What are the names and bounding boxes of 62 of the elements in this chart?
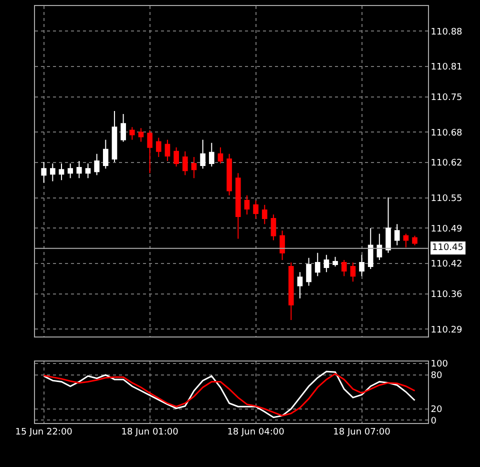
- candlestick: [341, 259, 347, 277]
- y-tick-label: 110.49: [430, 224, 463, 234]
- candlestick: [76, 160, 82, 179]
- y-tick-label: 0: [430, 416, 437, 426]
- y-tick-label: 110.55: [430, 194, 462, 204]
- candlestick: [50, 163, 56, 182]
- candlestick: [386, 196, 391, 254]
- candlestick: [58, 163, 64, 181]
- y-tick-label: 20: [430, 405, 443, 416]
- candlestick: [288, 262, 294, 321]
- y-tick-label: 110.62: [430, 158, 462, 169]
- candlestick: [129, 126, 135, 140]
- candlestick: [94, 153, 100, 176]
- candlestick: [350, 262, 356, 282]
- candlestick: [112, 110, 118, 162]
- candlestick: [200, 139, 206, 170]
- candlestick: [208, 142, 214, 168]
- x-tick-label: 18 Jun 04:00: [227, 428, 285, 438]
- candlestick: [68, 163, 73, 179]
- y-tick-label: 80: [430, 371, 443, 382]
- y-tick-label: 110.88: [430, 27, 463, 38]
- candlestick: [359, 254, 364, 277]
- candlestick: [270, 214, 276, 241]
- candlestick: [41, 162, 46, 184]
- y-tick-label: 110.36: [430, 290, 463, 300]
- x-tick-label: 18 Jun 01:00: [121, 428, 179, 438]
- candlestick: [332, 256, 338, 268]
- y-tick-label: 110.75: [430, 93, 462, 104]
- candlestick: [368, 228, 374, 270]
- x-tick-label: 15 Jun 22:00: [15, 428, 73, 438]
- candlestick: [182, 150, 188, 176]
- candlestick: [120, 114, 126, 142]
- candlestick: [85, 163, 91, 179]
- candlestick: [376, 233, 382, 260]
- candlestick: [412, 235, 418, 246]
- y-tick-label: 110.68: [430, 128, 463, 138]
- y-tick-label: 110.29: [430, 325, 463, 336]
- candlestick: [253, 200, 258, 220]
- candlestick: [164, 139, 170, 162]
- candlestick: [244, 194, 250, 216]
- candlestick: [262, 204, 268, 225]
- y-tick-label: 100: [430, 360, 448, 370]
- ref-line-label: 110.45: [432, 243, 464, 253]
- candlestick: [226, 153, 232, 196]
- x-tick-label: 18 Jun 07:00: [333, 428, 391, 438]
- y-tick-label: 110.81: [430, 62, 462, 73]
- candlestick: [306, 257, 312, 286]
- candlestick: [218, 146, 224, 164]
- candlestick: [174, 146, 179, 168]
- candlestick: [235, 172, 241, 240]
- candlestick: [314, 252, 320, 277]
- candlestick: [102, 139, 108, 170]
- candlestick: [191, 156, 197, 179]
- candlestick: [147, 130, 152, 174]
- candlestick: [156, 137, 162, 158]
- candlestick: [138, 128, 144, 142]
- candlestick: [324, 254, 330, 273]
- candlestick: [280, 230, 285, 260]
- candlestick: [297, 272, 303, 299]
- candlestick: [403, 233, 409, 248]
- candlestick: [394, 224, 400, 246]
- y-tick-label: 110.42: [430, 260, 462, 270]
